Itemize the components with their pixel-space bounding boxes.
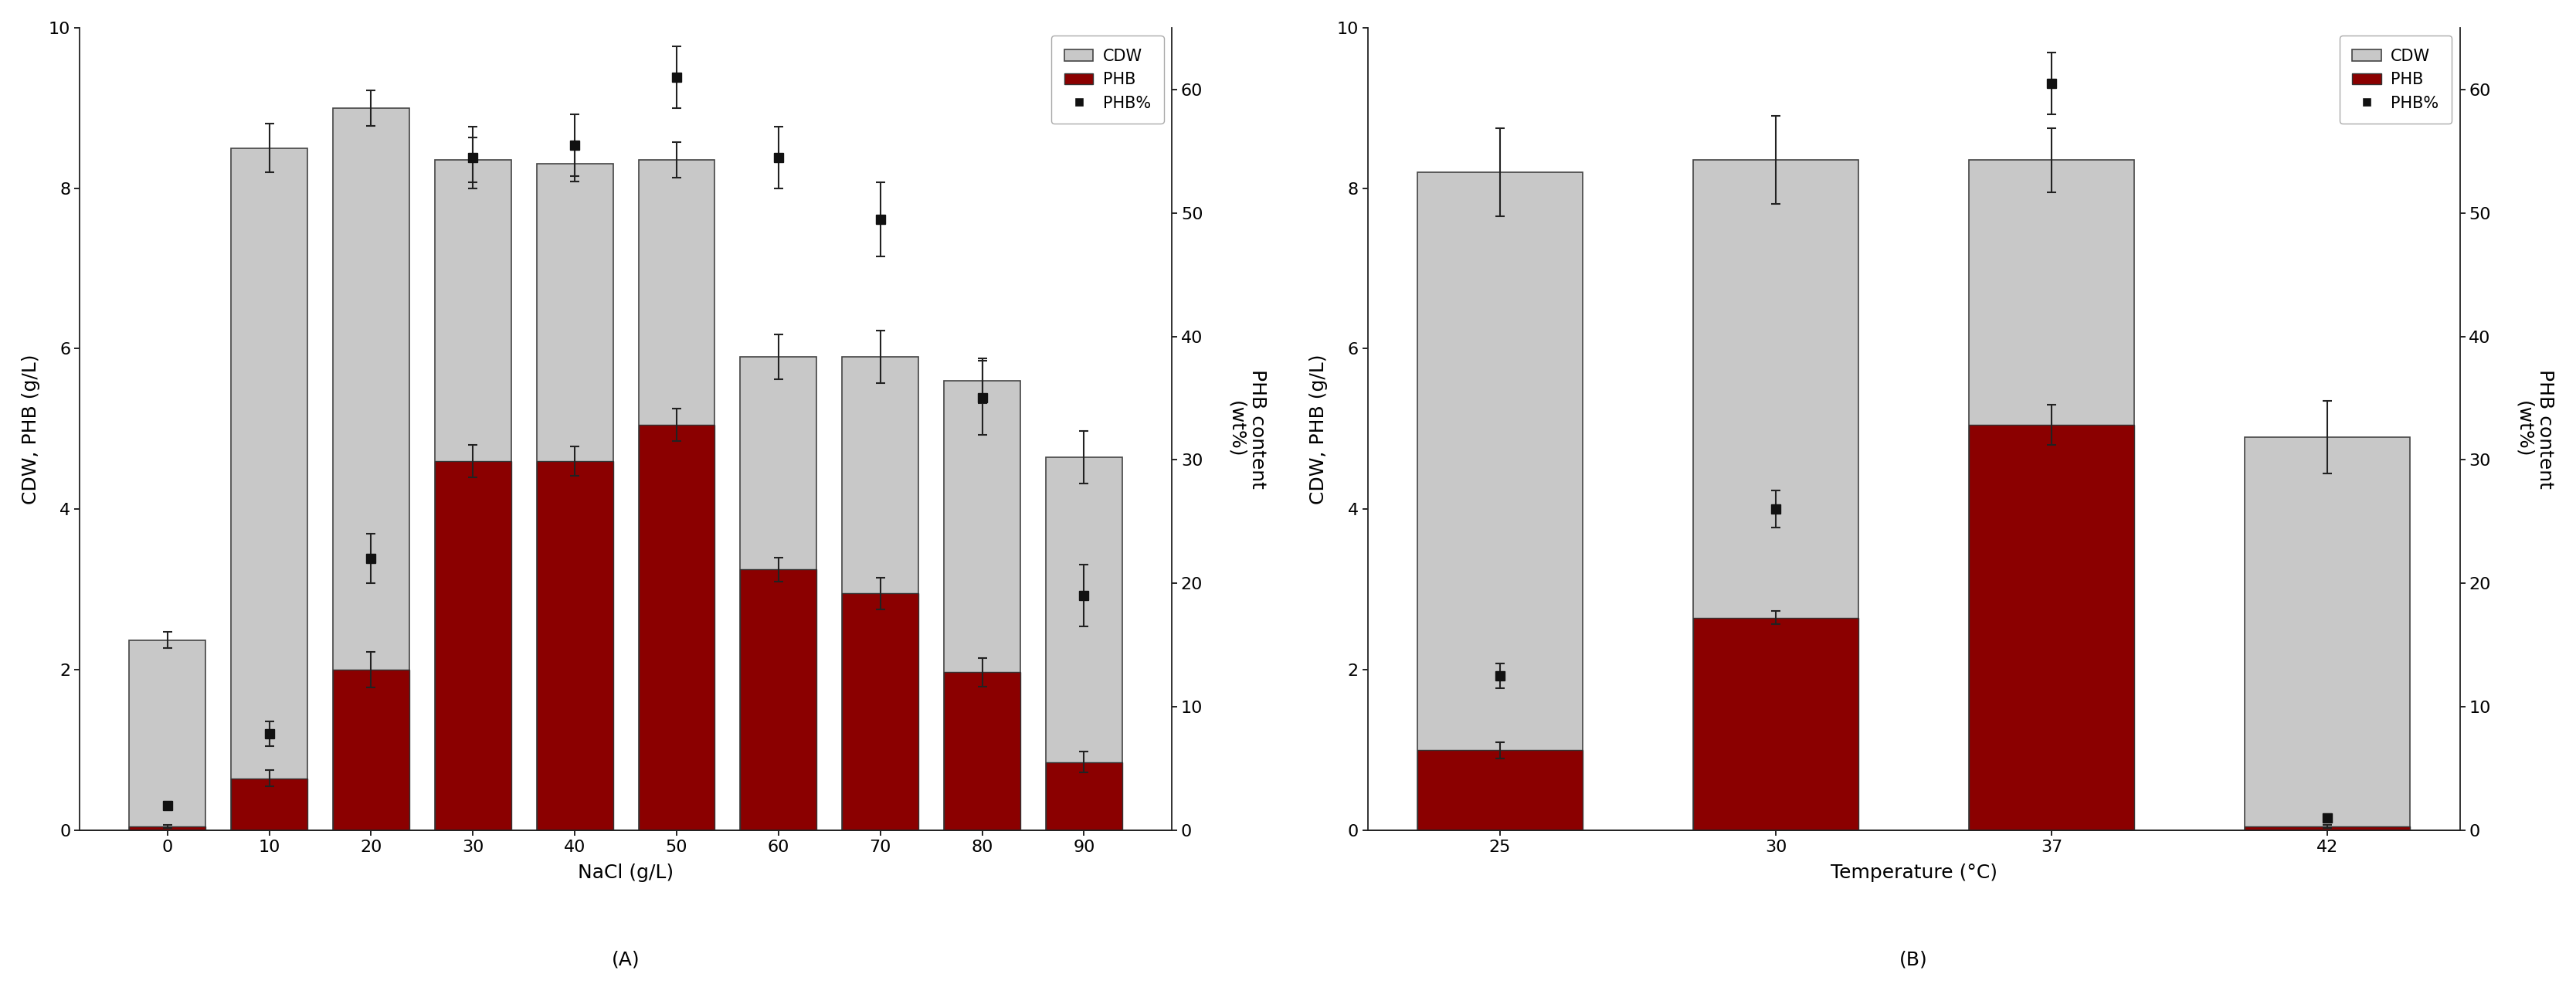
Bar [1968,160,2136,830]
Bar [536,164,613,830]
Bar [1692,618,1857,830]
Bar [2244,437,2411,830]
Bar [739,357,817,830]
Bar [842,357,920,830]
Bar [536,461,613,830]
Bar [129,641,206,830]
Bar [943,672,1020,830]
Y-axis label: CDW, PHB (g/L): CDW, PHB (g/L) [21,354,41,504]
X-axis label: Temperature (°C): Temperature (°C) [1832,864,1996,882]
Bar [1968,425,2136,830]
Bar [739,570,817,830]
Bar [332,670,410,830]
Bar [1692,160,1857,830]
Bar [232,778,307,830]
Y-axis label: PHB content
(wt%): PHB content (wt%) [1226,369,1267,489]
Legend: CDW, PHB, PHB%: CDW, PHB, PHB% [2339,35,2452,124]
Bar [2244,827,2411,830]
X-axis label: NaCl (g/L): NaCl (g/L) [577,864,675,882]
Bar [1046,763,1123,830]
Bar [842,593,920,830]
Bar [639,425,714,830]
Bar [435,160,510,830]
Text: (A): (A) [611,951,639,969]
Text: (B): (B) [1899,951,1927,969]
Legend: CDW, PHB, PHB%: CDW, PHB, PHB% [1051,35,1164,124]
Bar [639,160,714,830]
Bar [1046,458,1123,830]
Bar [435,461,510,830]
Bar [1417,172,1582,830]
Bar [1417,750,1582,830]
Y-axis label: CDW, PHB (g/L): CDW, PHB (g/L) [1309,354,1329,504]
Bar [332,108,410,830]
Bar [129,827,206,830]
Y-axis label: PHB content
(wt%): PHB content (wt%) [2514,369,2555,489]
Bar [232,148,307,830]
Bar [943,381,1020,830]
